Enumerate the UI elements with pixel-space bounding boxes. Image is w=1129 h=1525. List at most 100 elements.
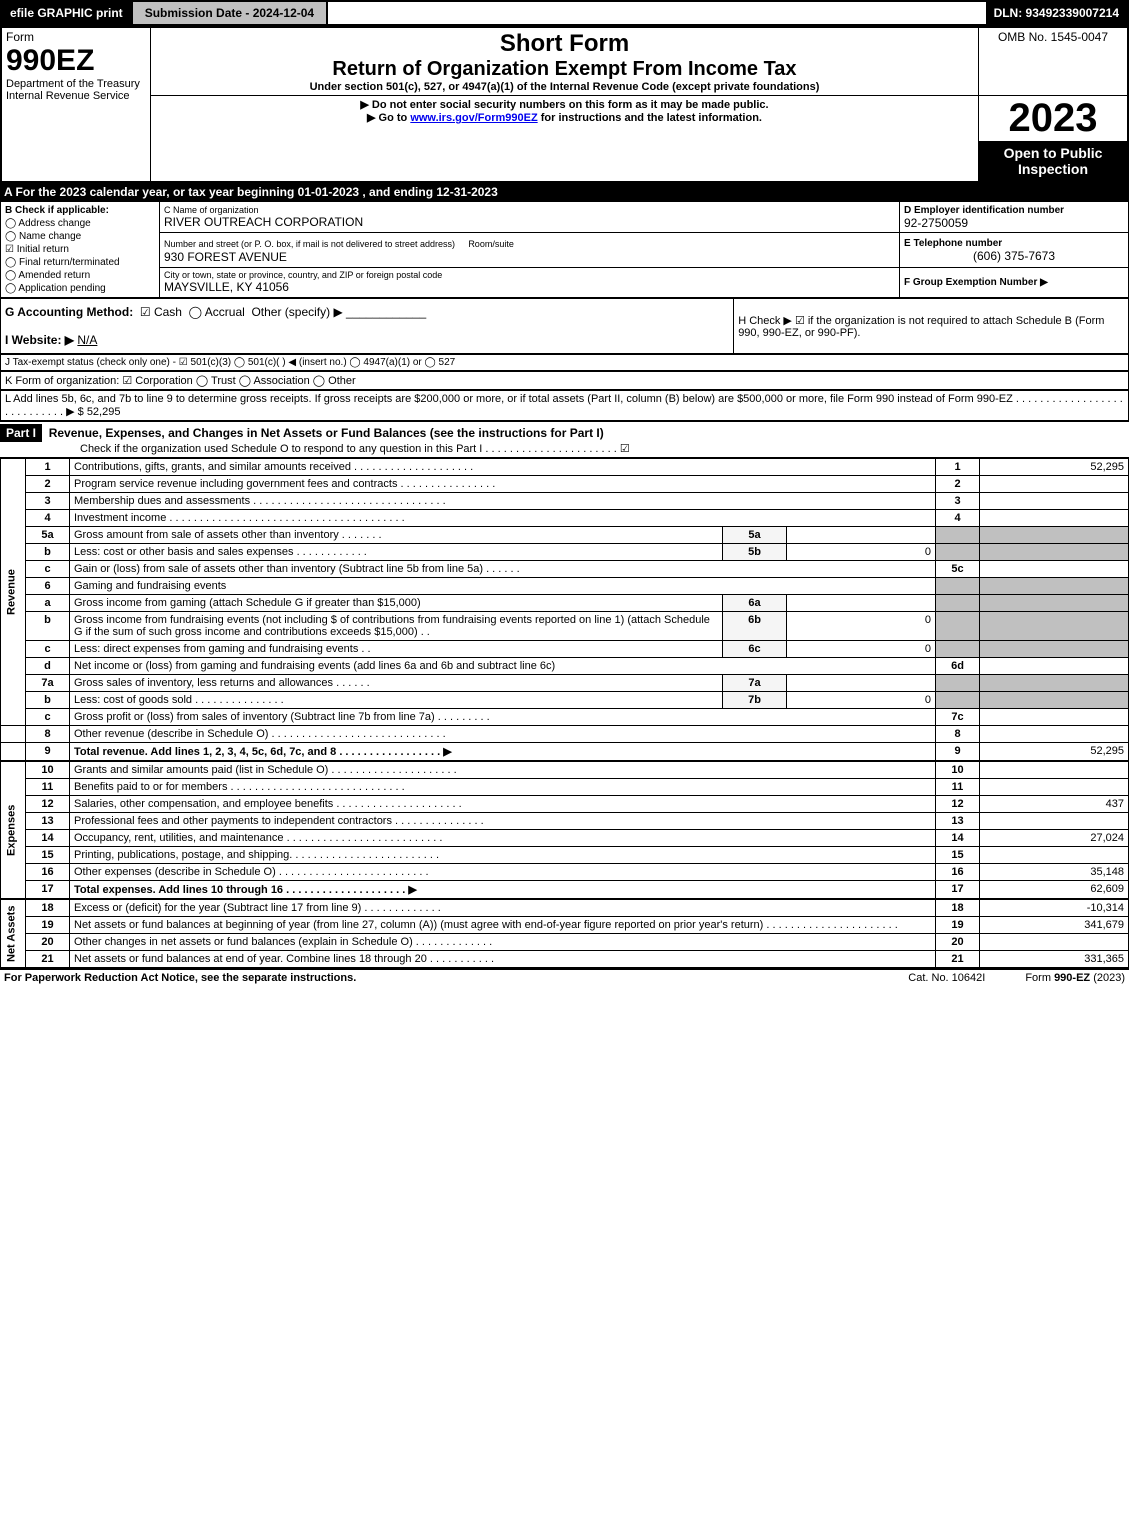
form-number: 990EZ [6,44,146,78]
l2-rval [980,476,1129,493]
box-k: K Form of organization: ☑ Corporation ◯ … [0,371,1129,390]
chk-address-change[interactable]: ◯ Address change [5,217,155,230]
chk-amended-return[interactable]: ◯ Amended return [5,269,155,282]
omb-cell: OMB No. 1545-0047 [979,27,1129,96]
l12-desc: Salaries, other compensation, and employ… [70,796,936,813]
l11-rval [980,779,1129,796]
year-cell: 2023 Open to Public Inspection [979,96,1129,183]
rev-cont [1,726,26,743]
l6-shade [936,578,980,595]
l20-rnum: 20 [936,934,980,951]
chk-application-pending[interactable]: ◯ Application pending [5,282,155,295]
box-b: B Check if applicable: ◯ Address change … [1,202,160,298]
l20-num: 20 [26,934,70,951]
l6c-shade [936,641,980,658]
l6a-desc: Gross income from gaming (attach Schedul… [70,595,723,612]
revenue-vert-label: Revenue [1,459,26,726]
l14-rnum: 14 [936,830,980,847]
l6b-subval: 0 [787,612,936,641]
l6d-num: d [26,658,70,675]
tax-year: 2023 [979,96,1127,141]
l1-num: 1 [26,459,70,476]
g-accrual[interactable]: Accrual [205,305,245,319]
footer-prefix: Form [1025,972,1054,984]
form-cell: Form 990EZ Department of the Treasury In… [1,27,151,182]
l4-rnum: 4 [936,510,980,527]
gh-block: G Accounting Method: ☑ Cash ◯ Accrual Ot… [0,298,1129,354]
l2-desc: Program service revenue including govern… [70,476,936,493]
l21-desc: Net assets or fund balances at end of ye… [70,951,936,968]
l11-num: 11 [26,779,70,796]
l6c-sub: 6c [723,641,787,658]
l-value: 52,295 [87,406,121,418]
l5c-rnum: 5c [936,561,980,578]
l5a-shade2 [980,527,1129,544]
l13-rnum: 13 [936,813,980,830]
l5c-num: c [26,561,70,578]
l20-rval [980,934,1129,951]
l2-rnum: 2 [936,476,980,493]
part1-badge: Part I [0,424,42,442]
l6a-shade2 [980,595,1129,612]
g-other[interactable]: Other (specify) ▶ [251,305,342,319]
submission-date: Submission Date - 2024-12-04 [131,2,328,24]
instr-ssn: ▶ Do not enter social security numbers o… [155,98,974,111]
instr-prefix: ▶ Go to [367,112,410,124]
l19-num: 19 [26,917,70,934]
l15-num: 15 [26,847,70,864]
l6-num: 6 [26,578,70,595]
org-name: RIVER OUTREACH CORPORATION [164,215,895,229]
g-cash[interactable]: Cash [154,305,182,319]
l16-rval: 35,148 [980,864,1129,881]
footer-catno: Cat. No. 10642I [868,972,1025,984]
part1-title: Revenue, Expenses, and Changes in Net As… [49,426,604,440]
l4-num: 4 [26,510,70,527]
box-d: D Employer identification number 92-2750… [900,202,1129,233]
chk-initial-return[interactable]: ☑ Initial return [5,243,155,256]
l17-rval: 62,609 [980,881,1129,899]
l5b-num: b [26,544,70,561]
efile-print-label[interactable]: efile GRAPHIC print [2,2,131,24]
irs-link[interactable]: www.irs.gov/Form990EZ [410,112,537,124]
l7b-shade2 [980,692,1129,709]
title-cell: Short Form Return of Organization Exempt… [151,27,979,96]
l19-rval: 341,679 [980,917,1129,934]
l6-desc: Gaming and fundraising events [70,578,936,595]
l16-num: 16 [26,864,70,881]
l18-desc: Excess or (deficit) for the year (Subtra… [70,900,936,917]
e-label: E Telephone number [904,238,1124,249]
dept-irs: Internal Revenue Service [6,90,146,102]
l13-desc: Professional fees and other payments to … [70,813,936,830]
l5c-desc: Gain or (loss) from sale of assets other… [70,561,936,578]
l5a-num: 5a [26,527,70,544]
l18-num: 18 [26,900,70,917]
l3-num: 3 [26,493,70,510]
box-c-name: C Name of organization RIVER OUTREACH CO… [160,202,900,233]
l1-desc: Contributions, gifts, grants, and simila… [70,459,936,476]
box-h: H Check ▶ ☑ if the organization is not r… [734,299,1129,354]
l5a-sub: 5a [723,527,787,544]
l7c-rval [980,709,1129,726]
l6b-sub: 6b [723,612,787,641]
l11-desc: Benefits paid to or for members . . . . … [70,779,936,796]
l6c-shade2 [980,641,1129,658]
l6b-desc: Gross income from fundraising events (no… [70,612,723,641]
l5b-shade2 [980,544,1129,561]
box-g: G Accounting Method: ☑ Cash ◯ Accrual Ot… [1,299,734,354]
d-label: D Employer identification number [904,205,1124,216]
net-assets-table: Net Assets 18 Excess or (deficit) for th… [0,899,1129,968]
footer-right: Form 990-EZ (2023) [1025,972,1125,984]
l15-desc: Printing, publications, postage, and shi… [70,847,936,864]
chk-name-change[interactable]: ◯ Name change [5,230,155,243]
expenses-vert-label: Expenses [1,762,26,899]
l21-num: 21 [26,951,70,968]
street: 930 FOREST AVENUE [164,250,895,264]
l19-rnum: 19 [936,917,980,934]
l16-desc: Other expenses (describe in Schedule O) … [70,864,936,881]
box-j: J Tax-exempt status (check only one) - ☑… [0,354,1129,371]
l5a-shade [936,527,980,544]
chk-final-return[interactable]: ◯ Final return/terminated [5,256,155,269]
l3-rnum: 3 [936,493,980,510]
box-e: E Telephone number (606) 375-7673 [900,233,1129,267]
l21-rval: 331,365 [980,951,1129,968]
